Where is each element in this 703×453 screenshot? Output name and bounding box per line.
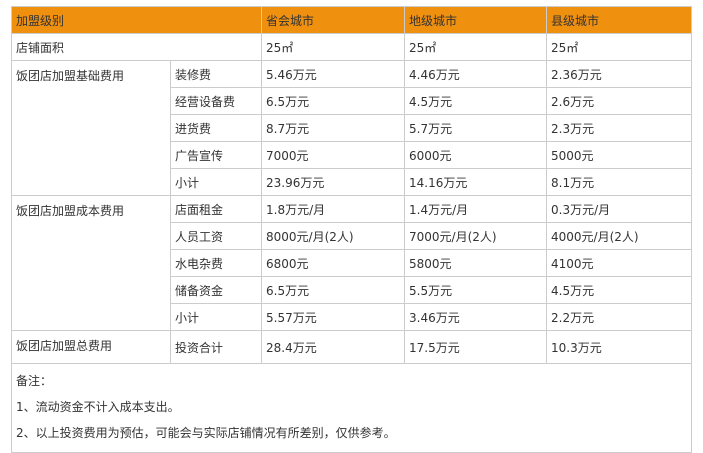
cell: 3.46万元 — [404, 303, 548, 331]
cell: 7000元/月(2人) — [404, 222, 548, 250]
cell: 2.2万元 — [546, 303, 693, 331]
cell: 4.5万元 — [404, 87, 548, 115]
item-label: 小计 — [169, 168, 263, 196]
header-col: 地级城市 — [404, 6, 548, 34]
cell: 1.8万元/月 — [261, 195, 406, 223]
cell: 6.5万元 — [261, 276, 406, 304]
item-label: 投资合计 — [169, 330, 263, 364]
header-row: 加盟级别 省会城市 地级城市 县级城市 — [10, 6, 693, 34]
group-label: 饭团店加盟基础费用 — [11, 60, 171, 196]
area-row: 店铺面积 25㎡ 25㎡ 25㎡ — [10, 33, 693, 61]
cell: 17.5万元 — [404, 330, 548, 364]
cell: 23.96万元 — [261, 168, 406, 196]
group-label: 饭团店加盟成本费用 — [11, 195, 171, 331]
header-level: 加盟级别 — [10, 6, 263, 34]
cell: 5.5万元 — [404, 276, 548, 304]
item-label: 店面租金 — [169, 195, 263, 223]
item-label: 储备资金 — [169, 276, 263, 304]
group-label: 饭团店加盟总费用 — [11, 330, 171, 364]
note-line: 2、以上投资费用为预估，可能会与实际店铺情况有所差别，仅供参考。 — [16, 426, 396, 440]
cell: 2.6万元 — [546, 87, 693, 115]
cell: 8.1万元 — [546, 168, 693, 196]
cell: 5.57万元 — [261, 303, 406, 331]
cell: 5.46万元 — [261, 60, 406, 88]
cell: 4.46万元 — [404, 60, 548, 88]
item-label: 小计 — [169, 303, 263, 331]
header-col: 省会城市 — [261, 6, 406, 34]
cell: 25㎡ — [261, 33, 406, 61]
cell: 14.16万元 — [404, 168, 548, 196]
note-line: 1、流动资金不计入成本支出。 — [16, 400, 180, 414]
cell: 7000元 — [261, 141, 406, 169]
cell: 4000元/月(2人) — [546, 222, 693, 250]
table-row: 饭团店加盟成本费用 店面租金 1.8万元/月 1.4万元/月 0.3万元/月 — [11, 195, 693, 331]
cell: 4100元 — [546, 249, 693, 277]
item-label: 装修费 — [169, 60, 263, 88]
cell: 5800元 — [404, 249, 548, 277]
cell: 25㎡ — [404, 33, 548, 61]
cell: 2.3万元 — [546, 114, 693, 142]
table-row: 进货费 8.7万元 5.7万元 2.3万元 — [12, 114, 693, 142]
cell: 1.4万元/月 — [404, 195, 548, 223]
cell: 28.4万元 — [261, 330, 406, 364]
item-label: 水电杂费 — [169, 249, 263, 277]
area-label: 店铺面积 — [10, 33, 263, 61]
table-row: 储备资金 6.5万元 5.5万元 4.5万元 — [12, 276, 693, 304]
cell: 6800元 — [261, 249, 406, 277]
cell: 2.36万元 — [546, 60, 693, 88]
table-row: 水电杂费 6800元 5800元 4100元 — [12, 249, 693, 277]
cell: 6000元 — [404, 141, 548, 169]
cell: 0.3万元/月 — [546, 195, 693, 223]
table-row: 小计 5.57万元 3.46万元 2.2万元 — [12, 303, 693, 331]
header-col: 县级城市 — [546, 6, 693, 34]
cell: 25㎡ — [546, 33, 693, 61]
note-line: 备注： — [16, 374, 53, 388]
franchise-cost-table: 加盟级别 省会城市 地级城市 县级城市 店铺面积 25㎡ 25㎡ 25㎡ 饭团店… — [10, 6, 693, 453]
cell: 10.3万元 — [546, 330, 693, 364]
item-label: 进货费 — [169, 114, 263, 142]
cell: 5.7万元 — [404, 114, 548, 142]
item-label: 经营设备费 — [169, 87, 263, 115]
table-row: 人员工资 8000元/月(2人) 7000元/月(2人) 4000元/月(2人) — [12, 222, 693, 250]
notes-row: 备注： 1、流动资金不计入成本支出。 2、以上投资费用为预估，可能会与实际店铺情… — [10, 363, 693, 453]
notes: 备注： 1、流动资金不计入成本支出。 2、以上投资费用为预估，可能会与实际店铺情… — [10, 363, 693, 453]
cell: 8000元/月(2人) — [261, 222, 406, 250]
cell: 8.7万元 — [261, 114, 406, 142]
table-row: 广告宣传 7000元 6000元 5000元 — [12, 141, 693, 169]
cell: 4.5万元 — [546, 276, 693, 304]
cell: 6.5万元 — [261, 87, 406, 115]
table-row: 饭团店加盟基础费用 装修费 5.46万元 4.46万元 2.36万元 — [11, 60, 693, 196]
cell: 5000元 — [546, 141, 693, 169]
table-row: 饭团店加盟总费用 投资合计 28.4万元 17.5万元 10.3万元 — [11, 330, 693, 364]
table-row: 经营设备费 6.5万元 4.5万元 2.6万元 — [12, 87, 693, 115]
table-row: 小计 23.96万元 14.16万元 8.1万元 — [12, 168, 693, 196]
item-label: 人员工资 — [169, 222, 263, 250]
item-label: 广告宣传 — [169, 141, 263, 169]
